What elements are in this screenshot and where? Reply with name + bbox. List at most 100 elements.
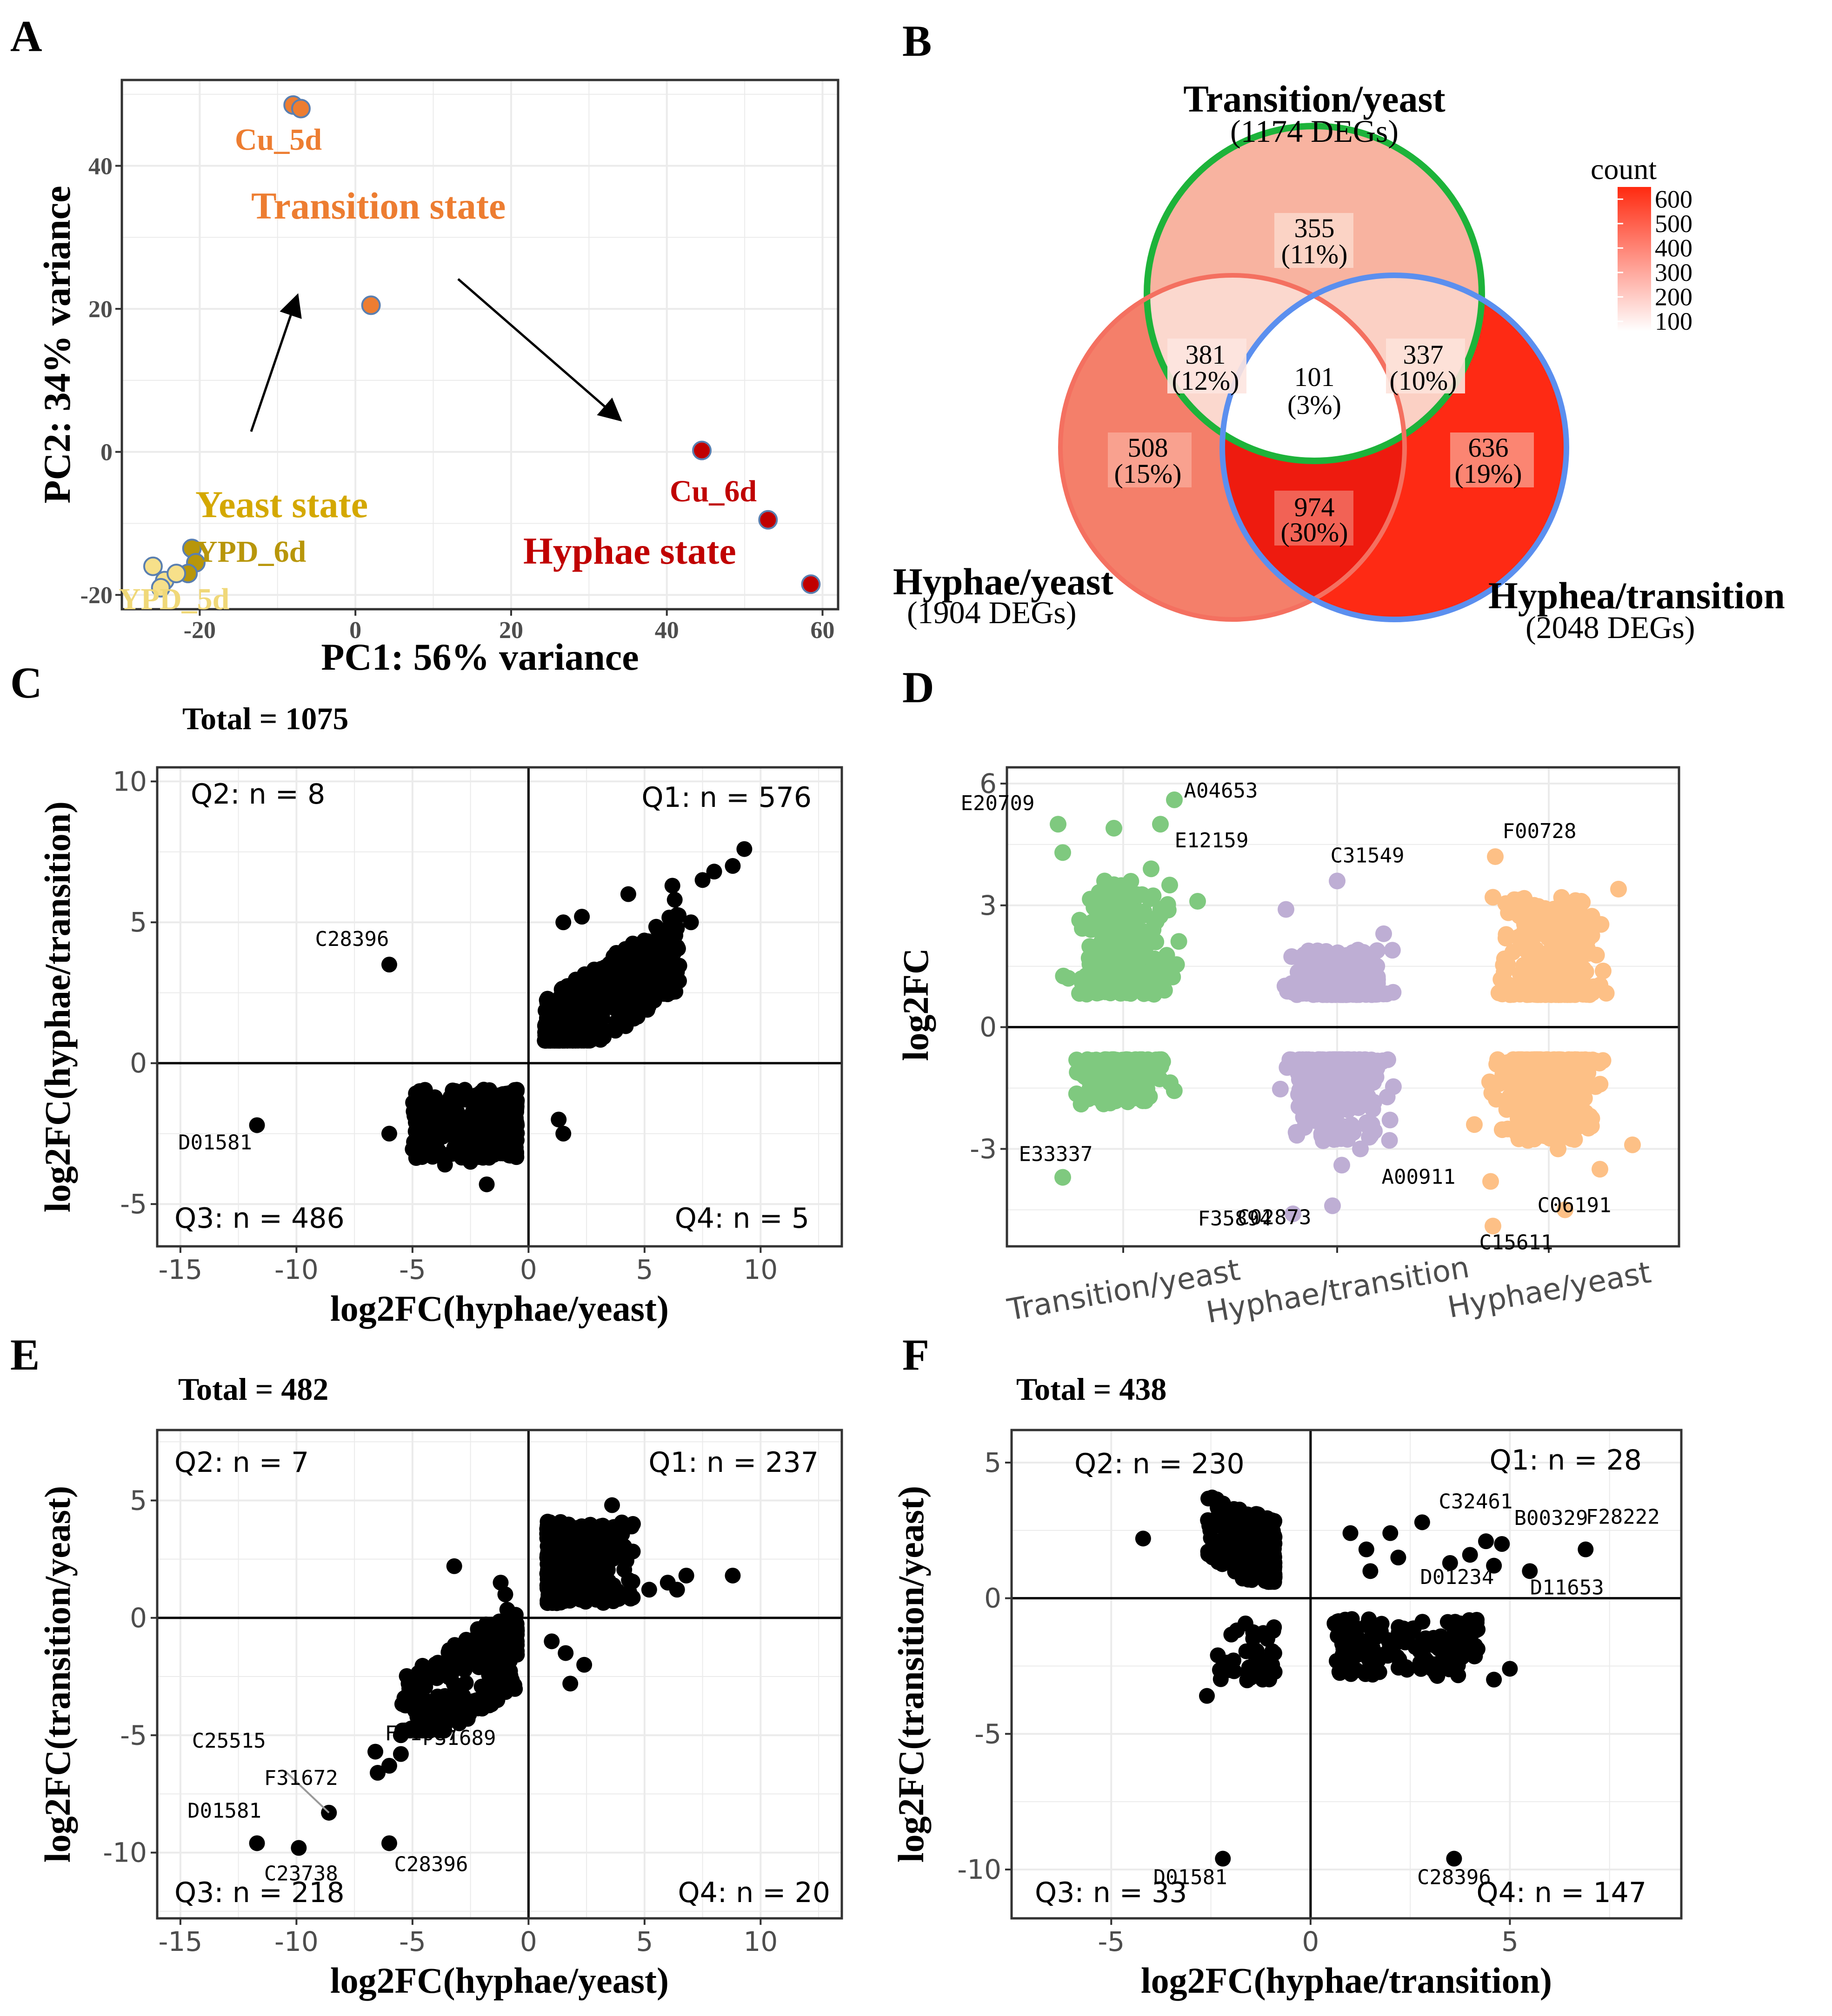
point-label: A00911 — [1382, 1165, 1456, 1189]
plot-c-title: Total = 1075 — [182, 701, 348, 736]
group-label-ypd6d: YPD_6d — [195, 535, 306, 569]
data-point — [551, 1555, 567, 1571]
labeled-point — [249, 1117, 265, 1133]
data-point — [448, 1659, 464, 1676]
quadrant-q4-count: Q4: n = 147 — [1476, 1876, 1646, 1909]
strip-point — [1375, 925, 1392, 942]
data-point — [479, 1696, 495, 1712]
plot-f-y-label: log2FC(transition/yeast) — [891, 1486, 931, 1863]
data-point — [481, 1667, 497, 1683]
venn-region-count: 508 — [1128, 432, 1168, 463]
venn-region-pct: (11%) — [1281, 239, 1348, 269]
data-point — [574, 1527, 590, 1544]
y-tick-label: 5 — [984, 1447, 1001, 1478]
data-point — [640, 943, 656, 959]
x-tick-label: -10 — [274, 1254, 319, 1285]
strip-point — [1381, 1132, 1398, 1149]
pca-plot: -20 0 20 40 60 -20 0 20 40 Transition state Yeas… — [36, 79, 839, 678]
point-label: F31672 — [264, 1766, 338, 1790]
labeled-point — [1050, 816, 1066, 833]
panel-letter-d: D — [902, 663, 934, 712]
labeled-point — [1557, 1201, 1573, 1218]
strip-y-label: log2FC — [895, 948, 936, 1061]
category-label: Hyphae/yeast — [1445, 1255, 1653, 1325]
data-point — [683, 914, 699, 931]
y-tick-label: 0 — [984, 1583, 1001, 1614]
labeled-point — [1324, 1197, 1341, 1214]
scatter-e: Total = 482 -15 -10 -5 0 5 10 -10 -5 0 5 C25515 F3… — [37, 1371, 843, 2001]
data-point — [559, 1577, 575, 1593]
strip-point — [1545, 949, 1562, 966]
strip-point — [1594, 962, 1612, 979]
data-point — [626, 1009, 642, 1025]
strip-point — [1342, 985, 1359, 1003]
data-point — [594, 1010, 611, 1026]
strip-point — [1515, 903, 1532, 920]
data-point — [625, 935, 641, 951]
legend-title: count — [1591, 153, 1657, 186]
strip-point — [1571, 1066, 1588, 1084]
strip-point — [1562, 956, 1579, 973]
data-point — [412, 1149, 428, 1165]
quadrant-q3-count: Q3: n = 486 — [174, 1202, 345, 1235]
labeled-point — [249, 1835, 265, 1851]
plot-f-x-label: log2FC(hyphae/transition) — [1141, 1960, 1552, 2001]
pca-y-axis-label: PC2: 34% variance — [36, 186, 78, 503]
point-label: C23738 — [264, 1862, 338, 1886]
data-point — [469, 1646, 486, 1663]
venn-region-count: 355 — [1294, 213, 1335, 243]
y-tick-label: 3 — [979, 890, 997, 921]
data-point — [606, 971, 623, 987]
venn-diagram: 355 (11%) 381 (12%) 101 (3%) 337 (10%) 5… — [893, 78, 1785, 645]
point-label: F31689 — [422, 1726, 496, 1750]
data-point — [426, 1720, 442, 1736]
strip-point — [1124, 1051, 1141, 1069]
x-tick-label: 0 — [349, 617, 361, 644]
data-point — [1260, 1574, 1277, 1590]
x-tick-label: 60 — [811, 617, 835, 644]
data-point — [604, 1497, 620, 1513]
data-point — [458, 1631, 474, 1648]
strip-point — [1092, 905, 1109, 922]
y-tick-label: 40 — [88, 153, 113, 180]
strip-point — [1496, 950, 1513, 967]
data-point — [671, 958, 687, 974]
labeled-point — [1446, 1850, 1462, 1867]
strip-point — [1333, 1157, 1350, 1174]
pca-point — [167, 564, 187, 584]
data-point — [606, 996, 622, 1012]
data-point — [367, 1743, 384, 1760]
data-point — [505, 1637, 521, 1653]
labeled-point — [1482, 1173, 1499, 1190]
labeled-point — [1329, 872, 1346, 890]
strip-point — [1560, 1054, 1577, 1071]
strip-point — [1279, 983, 1296, 1000]
pca-ticks: -20 0 20 40 60 -20 0 20 40 — [80, 153, 835, 644]
data-point — [1353, 1636, 1369, 1652]
panel-letter-f: F — [902, 1330, 929, 1379]
venn-region-pct: (30%) — [1281, 517, 1348, 547]
strip-point — [1529, 1075, 1546, 1092]
group-label-cu6d: Cu_6d — [670, 474, 757, 508]
venn-region-pct: (12%) — [1172, 366, 1239, 396]
strip-point — [1334, 1076, 1352, 1093]
strip-point — [1324, 963, 1341, 980]
strip-point — [1343, 972, 1360, 990]
strip-point — [1129, 886, 1146, 904]
x-tick-label: 5 — [636, 1254, 653, 1285]
plot-e-x-label: log2FC(hyphae/yeast) — [330, 1960, 669, 2001]
x-tick-label: -15 — [159, 1926, 203, 1957]
strip-point — [1583, 908, 1600, 925]
pca-point — [361, 295, 381, 315]
strip-point — [1549, 916, 1566, 933]
point-label: D01581 — [178, 1131, 252, 1154]
data-point — [1343, 1657, 1359, 1673]
strip-point — [1113, 976, 1130, 993]
labeled-point — [1522, 1563, 1538, 1579]
data-point — [1358, 1541, 1374, 1557]
data-point — [416, 1106, 432, 1122]
data-point — [540, 1517, 556, 1534]
venn-set-title: Hyphae/yeast — [893, 560, 1113, 603]
data-point — [458, 1675, 474, 1691]
quadrant-q1-count: Q1: n = 28 — [1490, 1444, 1642, 1477]
